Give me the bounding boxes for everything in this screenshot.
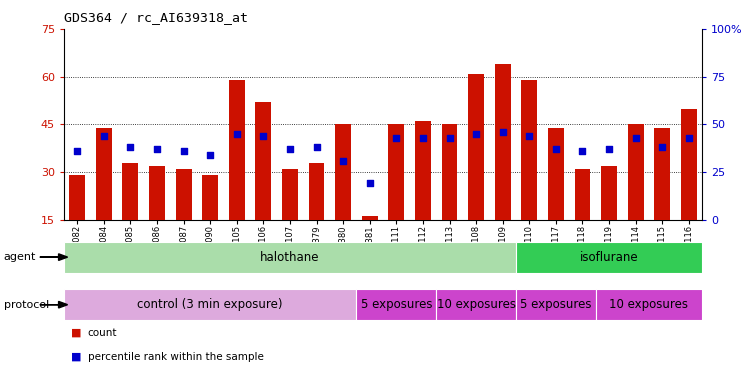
Text: 5 exposures: 5 exposures [520, 298, 592, 311]
Point [98, 133, 110, 139]
Text: isoflurane: isoflurane [580, 251, 638, 264]
Point [284, 146, 296, 152]
Bar [548, 128, 564, 220]
Bar [64, 289, 357, 320]
Text: percentile rank within the sample: percentile rank within the sample [88, 352, 264, 362]
Bar [357, 289, 436, 320]
Point [391, 135, 403, 141]
Point [444, 135, 456, 141]
Text: ■: ■ [71, 352, 82, 362]
Point [310, 144, 322, 150]
Point [656, 144, 668, 150]
Text: control (3 min exposure): control (3 min exposure) [137, 298, 283, 311]
Point [71, 148, 83, 154]
Text: ■: ■ [71, 328, 82, 338]
Bar [521, 80, 537, 220]
Bar [516, 242, 702, 273]
Point [603, 146, 615, 152]
Bar [64, 242, 516, 273]
Bar [681, 109, 697, 220]
Text: 10 exposures: 10 exposures [436, 298, 516, 311]
Text: 10 exposures: 10 exposures [610, 298, 689, 311]
Point [550, 146, 562, 152]
Point [470, 131, 482, 137]
Point [683, 135, 695, 141]
Bar [654, 128, 671, 220]
Bar [468, 74, 484, 220]
Point [258, 133, 270, 139]
Point [337, 158, 349, 164]
Bar [229, 80, 245, 220]
Bar [149, 166, 165, 220]
Bar [516, 289, 596, 320]
Point [629, 135, 641, 141]
Point [523, 133, 535, 139]
Bar [202, 175, 218, 220]
Bar [415, 121, 431, 220]
Point [363, 180, 376, 186]
Bar [495, 64, 511, 220]
Point [177, 148, 189, 154]
Bar [362, 216, 378, 220]
Text: agent: agent [4, 252, 36, 262]
Bar [388, 124, 404, 220]
Point [577, 148, 589, 154]
Bar [601, 166, 617, 220]
Text: protocol: protocol [4, 300, 49, 310]
Point [496, 129, 508, 135]
Point [125, 144, 137, 150]
Bar [122, 163, 138, 220]
Text: GDS364 / rc_AI639318_at: GDS364 / rc_AI639318_at [64, 11, 248, 24]
Point [417, 135, 429, 141]
Point [151, 146, 163, 152]
Bar [596, 289, 702, 320]
Bar [255, 102, 271, 220]
Bar [436, 289, 516, 320]
Bar [96, 128, 112, 220]
Point [204, 152, 216, 158]
Bar [176, 169, 192, 220]
Bar [335, 124, 351, 220]
Bar [628, 124, 644, 220]
Text: 5 exposures: 5 exposures [360, 298, 432, 311]
Text: count: count [88, 328, 117, 338]
Point [231, 131, 243, 137]
Bar [442, 124, 457, 220]
Bar [575, 169, 590, 220]
Bar [282, 169, 298, 220]
Bar [309, 163, 324, 220]
Bar [69, 175, 85, 220]
Text: halothane: halothane [260, 251, 320, 264]
